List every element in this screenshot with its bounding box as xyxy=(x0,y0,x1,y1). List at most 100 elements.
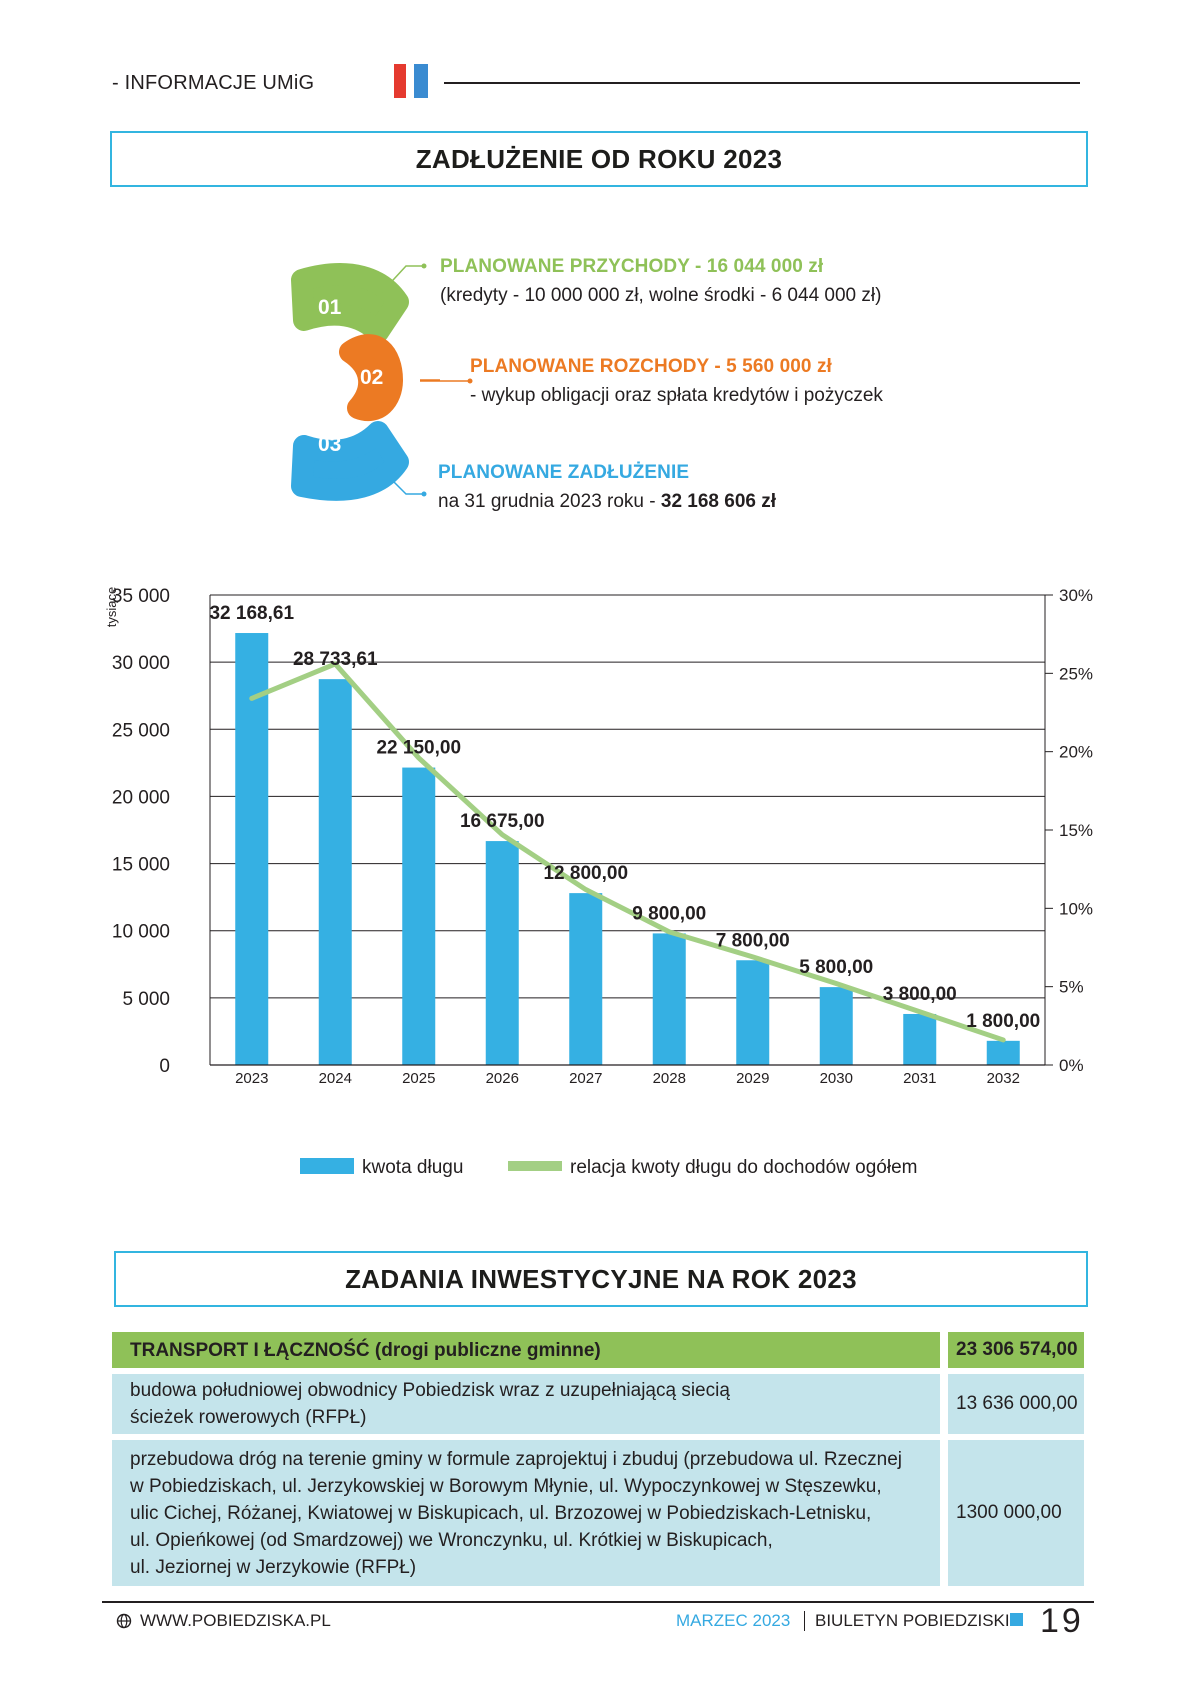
y2-tick-label: 0% xyxy=(1059,1056,1084,1075)
x-tick-label: 2025 xyxy=(402,1070,435,1087)
task-line: ul. Opieńkowej (od Smardzowej) we Wroncz… xyxy=(130,1529,773,1551)
chart-legend: kwota długu relacja kwoty długu do dochod… xyxy=(300,1157,918,1178)
x-tick-label: 2032 xyxy=(987,1070,1020,1087)
segment-02-shape xyxy=(339,334,403,421)
legend-bar-label: kwota długu xyxy=(362,1157,463,1178)
task-description: budowa południowej obwodnicy Pobiedzisk … xyxy=(112,1374,940,1434)
planned-debt-detail: na 31 grudnia 2023 roku - 32 168 606 zł xyxy=(438,491,776,513)
issue-date: MARZEC 2023 xyxy=(676,1611,791,1630)
y-tick-label: 10 000 xyxy=(112,922,170,943)
y-tick-label: 30 000 xyxy=(112,653,170,674)
bar-value-label: 9 800,00 xyxy=(632,903,706,924)
y-axis-title: tysiące xyxy=(104,587,119,627)
bar-value-label: 7 800,00 xyxy=(716,930,790,951)
chart-ratio-line xyxy=(249,661,1006,1043)
footer-website[interactable]: WWW.POBIEDZISKA.PL xyxy=(116,1611,331,1631)
bar xyxy=(903,1013,937,1065)
y-tick-label: 35 000 xyxy=(112,586,170,607)
y2-tick-label: 30% xyxy=(1059,586,1093,605)
planned-debt-title: PLANOWANE ZADŁUŻENIE xyxy=(438,462,690,483)
bar xyxy=(736,960,770,1065)
task-line: budowa południowej obwodnicy Pobiedzisk … xyxy=(130,1380,730,1401)
x-tick-label: 2031 xyxy=(903,1070,936,1087)
x-tick-label: 2024 xyxy=(319,1070,352,1087)
y2-tick-label: 10% xyxy=(1059,899,1093,918)
publication-name: BIULETYN POBIEDZISKI xyxy=(815,1611,1010,1630)
bar xyxy=(485,841,519,1065)
task-amount: 13 636 000,00 xyxy=(948,1374,1084,1434)
y2-tick-label: 15% xyxy=(1059,821,1093,840)
y-tick-label: 5 000 xyxy=(122,989,170,1010)
y-tick-label: 0 xyxy=(159,1056,170,1077)
y-tick-label: 25 000 xyxy=(112,720,170,741)
legend-bar-swatch xyxy=(300,1158,354,1174)
task-description: przebudowa dróg na terenie gminy w formu… xyxy=(112,1440,940,1586)
x-tick-label: 2023 xyxy=(235,1070,268,1087)
planned-revenue-title: PLANOWANE PRZYCHODY - 16 044 000 zł xyxy=(440,256,824,277)
bar xyxy=(819,987,853,1065)
planned-debt-text: na 31 grudnia 2023 roku - xyxy=(438,491,661,512)
bar xyxy=(235,633,269,1065)
task-line: przebudowa dróg na terenie gminy w formu… xyxy=(130,1448,903,1470)
task-amount: 1300 000,00 xyxy=(948,1440,1084,1586)
x-tick-label: 2027 xyxy=(569,1070,602,1087)
section-label: - INFORMACJE UMiG xyxy=(112,72,315,94)
category-label: TRANSPORT I ŁĄCZNOŚĆ (drogi publiczne gm… xyxy=(112,1332,940,1368)
task-line: ścieżek rowerowych (RFPŁ) xyxy=(130,1407,367,1428)
x-tick-label: 2028 xyxy=(653,1070,686,1087)
red-flag-mark xyxy=(394,64,406,98)
table-row: budowa południowej obwodnicy Pobiedzisk … xyxy=(112,1374,1084,1434)
footer-divider xyxy=(102,1601,1094,1603)
bar-value-label: 22 150,00 xyxy=(376,738,461,759)
bar xyxy=(986,1040,1020,1065)
y-tick-label: 20 000 xyxy=(112,787,170,808)
task-line: ul. Jeziornej w Jerzykowie (RFPŁ) xyxy=(130,1556,417,1578)
investment-section-title: ZADANIA INWESTYCYJNE NA ROK 2023 xyxy=(114,1251,1088,1307)
debt-section-title: ZADŁUŻENIE OD ROKU 2023 xyxy=(110,131,1088,187)
y2-tick-label: 20% xyxy=(1059,743,1093,762)
blue-square-mark xyxy=(1010,1613,1023,1626)
page-number: 19 xyxy=(1040,1602,1084,1640)
legend-line-swatch xyxy=(508,1161,562,1171)
bar-value-label: 1 800,00 xyxy=(966,1011,1040,1032)
globe-icon xyxy=(116,1613,132,1629)
bar xyxy=(569,893,603,1065)
bar xyxy=(318,679,352,1065)
debt-chart: 32 168,61 28 733,61 22 150,00 16 675,00 12 8… xyxy=(104,586,1093,1178)
website-link[interactable]: WWW.POBIEDZISKA.PL xyxy=(140,1611,331,1630)
chart-axes: 0 5 000 10 000 15 000 20 000 25 000 30 000 35 0… xyxy=(104,586,1093,1087)
planned-debt-amount: 32 168 606 zł xyxy=(660,491,777,512)
task-line: w Pobiedziskach, ul. Jerzykowskiej w Bor… xyxy=(130,1475,882,1497)
chart-bars xyxy=(235,633,1020,1065)
bar-value-label: 28 733,61 xyxy=(293,649,378,670)
planned-expenses-detail: - wykup obligacji oraz spłata kredytów i… xyxy=(470,385,883,406)
bar-value-label: 32 168,61 xyxy=(209,603,294,624)
header-divider xyxy=(444,82,1080,84)
segment-02-number: 02 xyxy=(360,366,384,389)
legend-line-label: relacja kwoty długu do dochodów ogółem xyxy=(570,1157,918,1178)
ratio-line xyxy=(249,661,1006,1043)
blue-flag-mark xyxy=(414,64,428,98)
bar xyxy=(652,933,686,1065)
bar-value-label: 16 675,00 xyxy=(460,811,545,832)
bar xyxy=(402,767,436,1065)
bar-value-label: 5 800,00 xyxy=(799,957,873,978)
y2-tick-label: 5% xyxy=(1059,978,1084,997)
bar-value-label: 12 800,00 xyxy=(543,863,628,884)
segment-01-number: 01 xyxy=(318,296,342,319)
segment-03-number: 03 xyxy=(318,433,342,456)
category-amount: 23 306 574,00 xyxy=(948,1332,1084,1368)
numbered-arc-graphic xyxy=(291,263,440,501)
bar-value-label: 3 800,00 xyxy=(883,984,957,1005)
y-tick-label: 15 000 xyxy=(112,855,170,876)
footer-separator xyxy=(804,1611,805,1631)
table-header-row: TRANSPORT I ŁĄCZNOŚĆ (drogi publiczne gm… xyxy=(112,1332,1084,1368)
task-line: ulic Cichej, Różanej, Kwiatowej w Biskup… xyxy=(130,1502,872,1524)
x-tick-label: 2029 xyxy=(736,1070,769,1087)
planned-revenue-detail: (kredyty - 10 000 000 zł, wolne środki -… xyxy=(440,285,882,306)
segment-01-shape xyxy=(291,263,409,343)
x-tick-label: 2030 xyxy=(820,1070,853,1087)
table-row: przebudowa dróg na terenie gminy w formu… xyxy=(112,1440,1084,1586)
chart-data-labels: 32 168,61 28 733,61 22 150,00 16 675,00 12 8… xyxy=(209,603,1040,1032)
x-tick-label: 2026 xyxy=(486,1070,519,1087)
